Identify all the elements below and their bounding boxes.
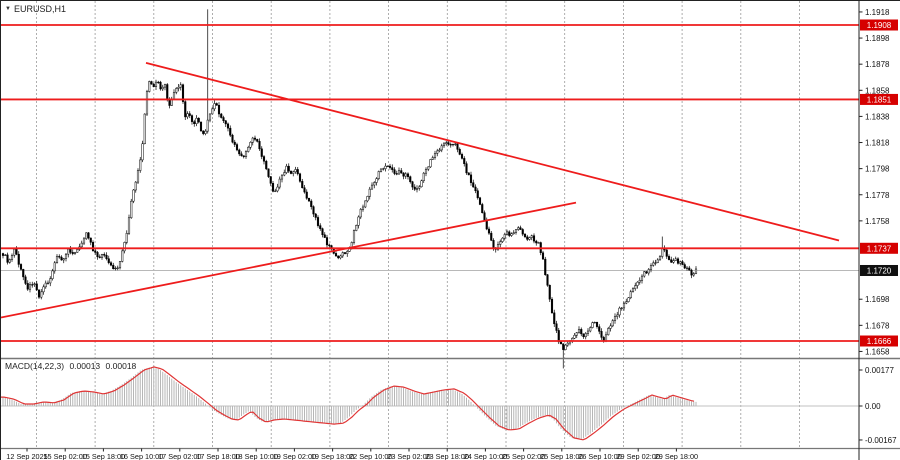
svg-text:29 Sep 02:00: 29 Sep 02:00 [616, 452, 659, 460]
svg-text:1.1720: 1.1720 [867, 266, 892, 275]
macd-signal-line [1, 366, 695, 441]
svg-text:1.1798: 1.1798 [865, 165, 890, 174]
svg-text:15 Sep 02:00: 15 Sep 02:00 [43, 452, 86, 460]
svg-text:23 Sep 18:00: 23 Sep 18:00 [425, 452, 468, 460]
macd-indicator-label: MACD(14,22,3) 0.00013 0.00018 [5, 361, 139, 371]
svg-text:1.1778: 1.1778 [865, 191, 890, 200]
svg-text:19 Sep 02:00: 19 Sep 02:00 [273, 452, 316, 460]
svg-text:1.1838: 1.1838 [865, 112, 890, 121]
svg-text:1.1898: 1.1898 [865, 34, 890, 43]
svg-text:1.1818: 1.1818 [865, 139, 890, 148]
macd-main-value: 0.00013 [69, 361, 101, 371]
trendlines[interactable] [1, 61, 840, 319]
price-level-badge: 1.1851 [860, 93, 898, 105]
svg-text:-0.00167: -0.00167 [865, 436, 897, 445]
descending-trendline [145, 61, 840, 242]
symbol-dropdown-icon[interactable]: ▼ [5, 6, 11, 12]
current-price-badge: 1.1720 [860, 264, 898, 276]
svg-text:0.00177: 0.00177 [865, 366, 894, 375]
svg-text:1.1918: 1.1918 [865, 8, 890, 17]
svg-text:17 Sep 18:00: 17 Sep 18:00 [196, 452, 239, 460]
svg-text:1.1698: 1.1698 [865, 295, 890, 304]
svg-text:25 Sep 18:00: 25 Sep 18:00 [540, 452, 583, 460]
price-level-badge: 1.1666 [860, 335, 898, 347]
svg-text:19 Sep 18:00: 19 Sep 18:00 [311, 452, 354, 460]
svg-text:1.1658: 1.1658 [865, 347, 890, 356]
horizontal-level-lines[interactable] [1, 24, 859, 342]
svg-text:12 Sep 2025: 12 Sep 2025 [6, 452, 47, 460]
svg-text:1.1878: 1.1878 [865, 60, 890, 69]
svg-text:23 Sep 02:00: 23 Sep 02:00 [387, 452, 430, 460]
svg-text:1.1858: 1.1858 [865, 86, 890, 95]
svg-text:1.1666: 1.1666 [867, 337, 892, 346]
price-level-badge: 1.1737 [860, 242, 898, 254]
rising-trendline [1, 201, 577, 319]
macd-axis[interactable]: 0.00177 0.00 -0.00167 [859, 366, 897, 445]
time-gridlines [36, 1, 800, 449]
candles-layer [1, 9, 698, 369]
price-axis[interactable]: 1.1918 1.1898 1.1878 1.1858 1.1838 1.1818 1.17… [859, 8, 898, 357]
svg-text:17 Sep 02:00: 17 Sep 02:00 [158, 452, 201, 460]
svg-text:25 Sep 02:00: 25 Sep 02:00 [502, 452, 545, 460]
macd-signal-value: 0.00018 [105, 361, 137, 371]
svg-text:22 Sep 10:00: 22 Sep 10:00 [349, 452, 392, 460]
svg-text:1.1678: 1.1678 [865, 321, 890, 330]
macd-histogram [2, 367, 697, 440]
symbol-timeframe-label[interactable]: ▼ EURUSD,H1 [5, 4, 66, 14]
svg-text:1.1851: 1.1851 [867, 95, 892, 104]
svg-text:1.1758: 1.1758 [865, 217, 890, 226]
svg-text:18 Sep 10:00: 18 Sep 10:00 [234, 452, 277, 460]
svg-text:15 Sep 18:00: 15 Sep 18:00 [82, 452, 125, 460]
svg-text:0.00: 0.00 [865, 402, 881, 411]
svg-text:1.1737: 1.1737 [867, 244, 892, 253]
svg-text:1.1908: 1.1908 [867, 21, 892, 30]
svg-text:24 Sep 10:00: 24 Sep 10:00 [464, 452, 507, 460]
svg-text:16 Sep 10:00: 16 Sep 10:00 [120, 452, 163, 460]
price-level-badge: 1.1908 [860, 19, 898, 31]
svg-text:26 Sep 10:00: 26 Sep 10:00 [578, 452, 621, 460]
macd-name: MACD(14,22,3) [5, 361, 65, 371]
svg-text:29 Sep 18:00: 29 Sep 18:00 [655, 452, 698, 460]
symbol-timeframe-text: EURUSD,H1 [13, 4, 66, 14]
